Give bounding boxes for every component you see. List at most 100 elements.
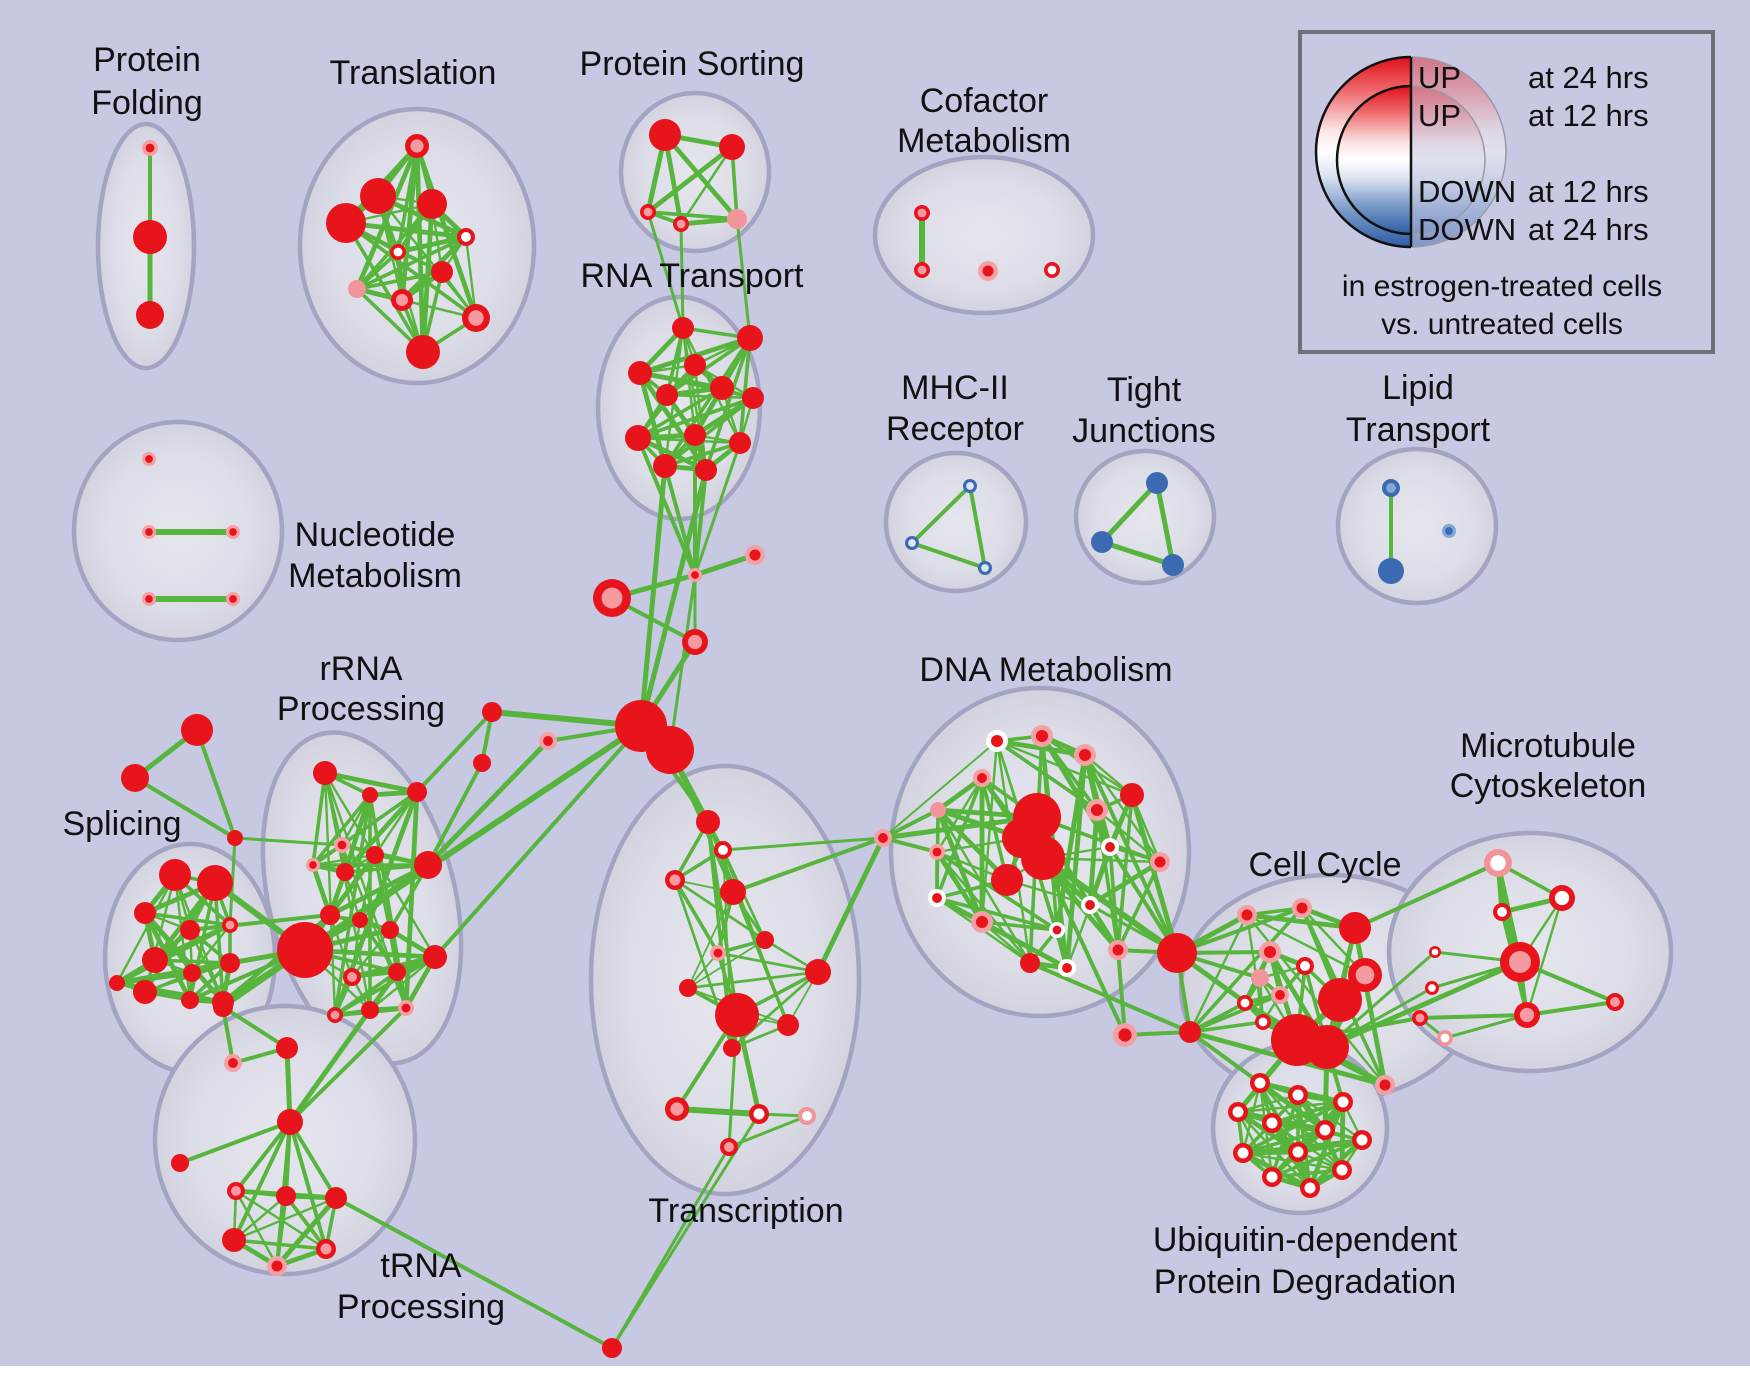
cluster-label-ubiquitin: Protein Degradation	[1154, 1263, 1456, 1301]
network-node-center	[691, 571, 699, 579]
cluster-label-transcription: Transcription	[648, 1192, 843, 1230]
network-node-center	[1415, 1013, 1425, 1023]
network-edge	[1443, 1013, 1529, 1040]
cluster-label-microtubule: Microtubule	[1460, 727, 1636, 765]
network-node-center	[1078, 748, 1092, 762]
network-node-center	[1304, 1182, 1316, 1194]
network-node	[277, 1109, 303, 1135]
legend-direction-label-3: DOWN	[1418, 212, 1516, 247]
network-node-center	[601, 587, 623, 609]
network-node	[1157, 933, 1197, 973]
network-edge	[1188, 906, 1304, 1034]
network-node-center	[1085, 900, 1095, 910]
network-edge	[311, 771, 327, 867]
network-edge	[142, 910, 226, 1005]
network-edge	[373, 790, 419, 857]
network-node	[325, 1187, 347, 1209]
network-node-center	[676, 219, 686, 229]
network-node-center	[229, 528, 237, 536]
network-node	[1146, 472, 1168, 494]
network-node-center	[713, 948, 723, 958]
legend-inner-left-arc	[1335, 84, 1412, 236]
network-node-center	[1237, 1147, 1249, 1159]
network-node-center	[395, 293, 409, 307]
network-node-center	[145, 528, 153, 536]
network-node	[727, 209, 747, 229]
network-edge	[1099, 539, 1176, 568]
network-edge	[1324, 959, 1523, 1050]
network-node	[756, 931, 774, 949]
network-node-center	[643, 207, 653, 217]
network-edge	[333, 793, 372, 1017]
network-edge	[638, 467, 709, 729]
cluster-label-protein-sorting: Protein Sorting	[580, 45, 805, 83]
network-node	[482, 702, 502, 722]
network-node	[277, 922, 333, 978]
network-edge	[287, 969, 400, 1125]
network-edge	[399, 143, 420, 303]
legend-time-label-1: at 12 hrs	[1528, 98, 1649, 133]
network-edge	[730, 970, 820, 1050]
network-edge	[721, 836, 885, 852]
network-edge	[935, 776, 984, 854]
network-node-center	[330, 1010, 340, 1020]
network-edge	[425, 738, 551, 868]
network-edge	[188, 913, 332, 932]
network-edge	[143, 911, 232, 927]
network-node-center	[320, 1243, 332, 1255]
network-edge	[234, 1189, 279, 1268]
network-edge	[704, 336, 752, 472]
network-edge	[213, 881, 225, 1004]
network-edge	[881, 836, 939, 854]
network-edge	[1116, 948, 1127, 1037]
network-node	[1378, 558, 1404, 584]
cluster-label-rrna-processing: rRNA	[319, 650, 402, 688]
network-node	[276, 1186, 296, 1206]
network-edge	[980, 776, 1009, 882]
network-edge	[693, 468, 708, 577]
network-edge	[674, 1106, 762, 1117]
network-node-center	[228, 1058, 238, 1068]
cluster-label-lipid-transport: Lipid	[1382, 369, 1454, 407]
network-node-center	[1240, 998, 1250, 1008]
network-node-center	[410, 139, 424, 153]
network-edge	[173, 873, 225, 1004]
cluster-label-splicing: Splicing	[62, 805, 181, 843]
network-edge	[115, 873, 177, 985]
network-node-center	[753, 1108, 765, 1120]
network-edge	[414, 143, 426, 355]
network-edge	[1188, 1020, 1265, 1034]
network-node	[133, 220, 167, 254]
network-node-center	[1428, 984, 1436, 992]
network-node	[777, 1014, 799, 1036]
network-node-center	[1296, 902, 1308, 914]
network-edge	[935, 896, 1059, 932]
network-node-center	[1090, 803, 1104, 817]
legend-direction-label-1: UP	[1418, 98, 1461, 133]
network-edge	[1188, 1030, 1262, 1085]
network-edge	[663, 396, 755, 468]
network-edge	[1236, 1093, 1300, 1114]
network-edge	[232, 1120, 292, 1242]
network-edge	[1244, 912, 1358, 931]
network-edge	[638, 463, 668, 729]
network-edge	[133, 776, 237, 840]
network-node-center	[917, 265, 927, 275]
network-node	[737, 325, 763, 351]
network-edge	[1236, 1110, 1312, 1190]
network-node-center	[1035, 729, 1049, 743]
network-edge	[663, 336, 752, 468]
network-node	[930, 802, 946, 818]
network-node	[417, 189, 447, 219]
network-node	[615, 700, 667, 752]
legend-inner-wash	[1411, 86, 1485, 234]
network-node-center	[917, 208, 927, 218]
cluster-label-ubiquitin: Ubiquitin-dependent	[1153, 1221, 1458, 1259]
network-edge	[1353, 861, 1500, 930]
network-edge	[637, 370, 668, 469]
network-edge	[910, 484, 972, 545]
network-edge	[311, 793, 372, 867]
network-edge	[323, 771, 437, 959]
network-edge	[1064, 752, 1088, 971]
network-node-center	[543, 736, 553, 746]
